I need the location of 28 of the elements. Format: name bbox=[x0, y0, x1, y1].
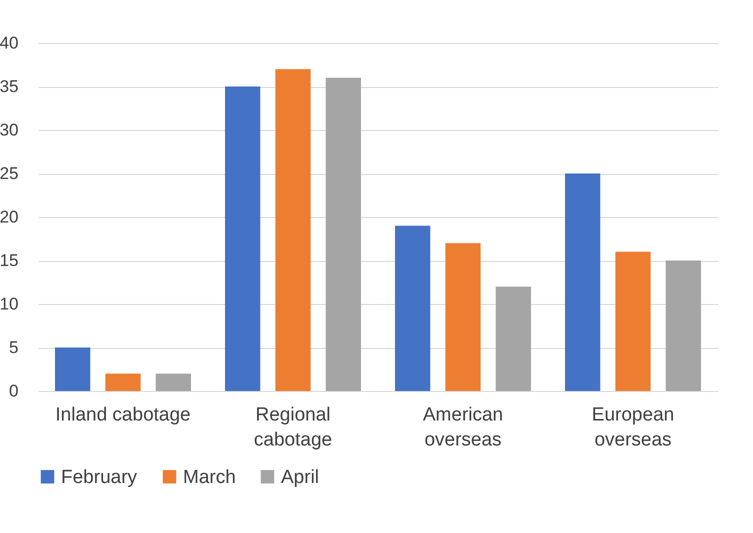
bar bbox=[105, 374, 141, 391]
bar bbox=[156, 374, 191, 391]
x-tick-label: American overseas bbox=[422, 404, 504, 450]
x-tick-label: European overseas bbox=[592, 404, 674, 450]
legend-label: March bbox=[183, 466, 236, 488]
x-tick-label: Inland cabotage bbox=[55, 404, 191, 426]
y-tick-label: 40 bbox=[0, 34, 18, 52]
y-tick-label: 30 bbox=[0, 120, 18, 140]
y-tick-label: 10 bbox=[0, 294, 18, 314]
bar bbox=[326, 78, 361, 391]
y-tick-label: 0 bbox=[9, 382, 18, 400]
bar bbox=[55, 348, 90, 391]
bar bbox=[565, 174, 600, 391]
legend-label: February bbox=[61, 466, 138, 488]
bar bbox=[225, 86, 260, 391]
bar bbox=[395, 226, 430, 391]
y-tick-label: 25 bbox=[0, 164, 18, 183]
y-tick-label: 5 bbox=[9, 338, 18, 357]
bar bbox=[666, 260, 701, 391]
x-tick-label: Regional cabotage bbox=[254, 404, 332, 450]
y-tick-label: 35 bbox=[0, 77, 18, 96]
bar bbox=[445, 243, 481, 391]
bar bbox=[496, 286, 531, 391]
y-tick-label: 20 bbox=[0, 208, 18, 226]
y-tick-label: 15 bbox=[0, 251, 18, 270]
bar bbox=[275, 69, 311, 391]
legend-label: April bbox=[281, 466, 320, 488]
bar bbox=[615, 252, 651, 391]
